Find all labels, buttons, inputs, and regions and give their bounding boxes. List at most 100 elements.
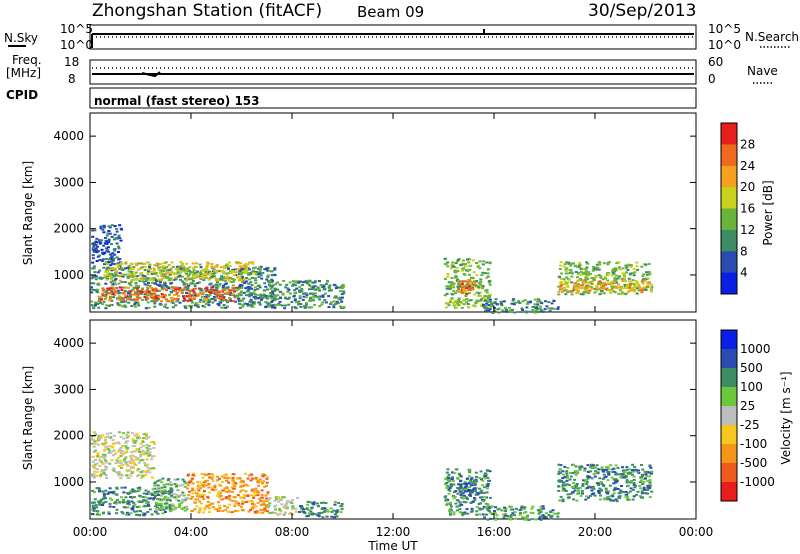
power-cell bbox=[601, 278, 605, 281]
power-cell bbox=[110, 287, 114, 290]
velocity-cell bbox=[648, 486, 652, 489]
power-cell bbox=[143, 266, 147, 268]
velocity-cell bbox=[98, 465, 102, 467]
velocity-cell bbox=[641, 468, 645, 471]
power-cell bbox=[107, 230, 111, 232]
freq-dip bbox=[141, 71, 161, 78]
velocity-cell bbox=[123, 451, 127, 454]
power-cell bbox=[144, 307, 148, 310]
power-cell bbox=[459, 264, 463, 267]
power-cell bbox=[294, 284, 297, 287]
power-cell bbox=[576, 286, 580, 289]
velocity-cell bbox=[207, 473, 211, 475]
velocity-cell bbox=[90, 436, 93, 439]
power-cell bbox=[243, 266, 247, 269]
velocity-cell bbox=[634, 468, 638, 471]
power-cell bbox=[159, 266, 163, 269]
velocity-cell bbox=[226, 476, 229, 479]
velocity-cell bbox=[539, 508, 543, 511]
velocity-cell bbox=[108, 487, 112, 490]
power-cell bbox=[305, 302, 308, 305]
power-cell bbox=[607, 282, 611, 285]
power-cell bbox=[162, 267, 166, 270]
velocity-cell bbox=[131, 432, 134, 435]
power-cell bbox=[640, 265, 644, 268]
velocity-cell bbox=[171, 495, 175, 498]
velocity-cell bbox=[445, 503, 449, 506]
power-cell bbox=[534, 309, 538, 312]
velocity-cell bbox=[194, 498, 198, 501]
power-cell bbox=[251, 262, 255, 265]
power-cell bbox=[456, 285, 460, 288]
velocity-cell bbox=[218, 477, 221, 480]
velocity-cell bbox=[150, 455, 154, 458]
power-cell bbox=[599, 289, 603, 292]
power-cell bbox=[163, 297, 167, 300]
velocity-cell bbox=[98, 459, 102, 462]
velocity-cell bbox=[147, 444, 151, 447]
power-cell bbox=[477, 282, 481, 284]
velocity-cell bbox=[614, 498, 618, 501]
power-cell bbox=[486, 297, 490, 299]
velocity-cell bbox=[95, 487, 99, 490]
velocity-cell bbox=[136, 500, 140, 503]
power-cell bbox=[121, 301, 125, 303]
velocity-cell bbox=[261, 499, 265, 502]
power-cell bbox=[244, 270, 248, 273]
power-cell bbox=[641, 275, 645, 278]
velocity-cell bbox=[110, 459, 114, 462]
velocity-cell bbox=[307, 501, 311, 503]
power-cell bbox=[577, 273, 581, 276]
power-cell bbox=[300, 290, 304, 293]
power-cell bbox=[100, 298, 103, 301]
power-cell bbox=[196, 270, 200, 273]
velocity-cell bbox=[93, 434, 97, 436]
velocity-cell bbox=[473, 487, 477, 490]
velocity-cell bbox=[531, 505, 535, 508]
power-cell bbox=[335, 300, 339, 303]
power-cell bbox=[626, 269, 630, 271]
power-cell bbox=[104, 294, 108, 296]
power-cell bbox=[613, 279, 617, 282]
velocity-cell bbox=[325, 515, 329, 518]
power-cell bbox=[237, 268, 241, 271]
power-cell bbox=[451, 261, 455, 264]
power-cell bbox=[246, 263, 250, 266]
velocity-cell bbox=[224, 497, 228, 500]
power-cell bbox=[217, 270, 221, 272]
power-cell bbox=[533, 303, 537, 306]
power-cell bbox=[642, 278, 645, 281]
power-cell bbox=[332, 304, 336, 307]
power-cell bbox=[339, 305, 343, 308]
velocity-cell bbox=[208, 476, 212, 479]
velocity-cell bbox=[569, 492, 573, 495]
velocity-cell bbox=[227, 489, 231, 492]
power-cell bbox=[234, 274, 238, 276]
power-cell bbox=[271, 292, 275, 295]
velocity-cell bbox=[207, 486, 211, 489]
velocity-cell bbox=[283, 507, 287, 510]
power-cell bbox=[115, 242, 119, 245]
power-cell bbox=[118, 257, 122, 260]
power-cell bbox=[201, 305, 205, 308]
power-cell bbox=[468, 258, 472, 261]
velocity-cell bbox=[233, 484, 237, 487]
velocity-cell bbox=[104, 465, 107, 468]
velocity-cell bbox=[609, 464, 613, 467]
velocity-cell bbox=[232, 487, 236, 490]
velocity-cell bbox=[95, 440, 99, 443]
power-cell bbox=[484, 309, 488, 312]
velocity-region-6 bbox=[443, 468, 492, 517]
velocity-cell bbox=[153, 482, 157, 485]
power-cell bbox=[483, 299, 487, 302]
power-cell bbox=[143, 283, 147, 286]
power-cell bbox=[646, 273, 649, 276]
velocity-cell bbox=[481, 484, 485, 487]
power-cell bbox=[476, 265, 480, 268]
power-cell bbox=[481, 285, 485, 288]
power-cell bbox=[313, 281, 317, 284]
velocity-cell bbox=[647, 471, 651, 474]
power-cell bbox=[450, 297, 454, 300]
power-cell bbox=[110, 274, 114, 276]
power-cell bbox=[131, 275, 135, 278]
